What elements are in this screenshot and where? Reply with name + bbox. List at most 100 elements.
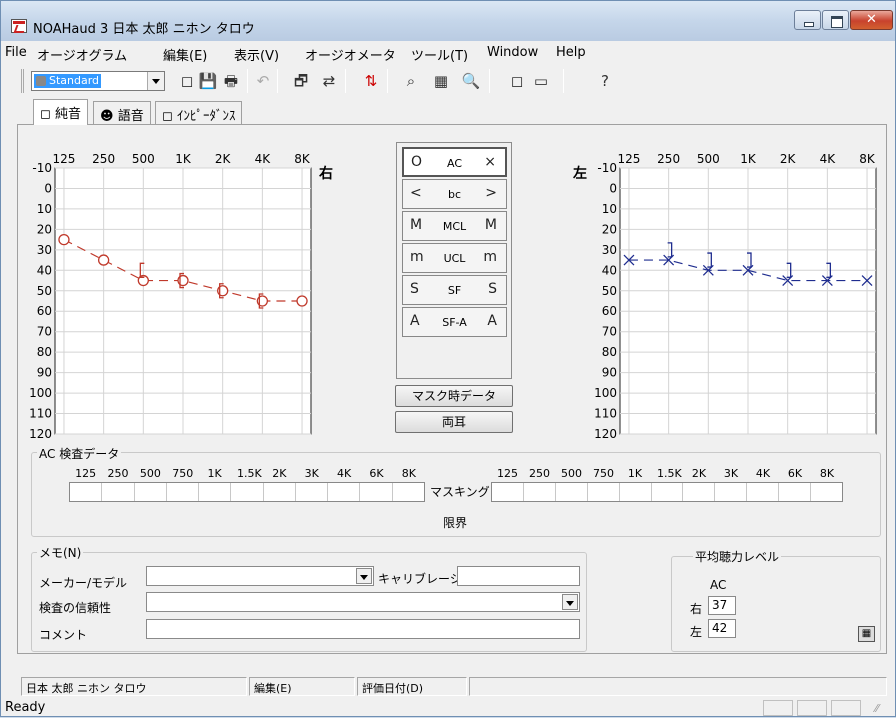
db-tick-label: 0 <box>609 181 617 195</box>
symbol-ucl-button[interactable]: m UCL m <box>402 243 507 273</box>
symbol-glyph: × <box>484 154 496 170</box>
status-empty <box>469 677 887 696</box>
chevron-down-icon[interactable] <box>356 568 372 584</box>
symbol-ac-button[interactable]: O AC × <box>402 147 507 177</box>
freq-tick-label: 4K <box>820 152 837 166</box>
toolbar-separator <box>387 69 388 93</box>
right-audiogram-svg: -10 0 10 20 30 40 50 60 70 80 90 100 110 120 125 250 500… <box>29 152 312 438</box>
toolbar-separator <box>345 69 346 93</box>
symbol-sf-a-button[interactable]: A SF-A A <box>402 307 507 337</box>
db-tick-label: 70 <box>37 325 52 339</box>
right-ac-marker <box>137 274 149 287</box>
maximize-button[interactable] <box>822 10 849 30</box>
db-tick-label: 40 <box>37 263 52 277</box>
menu-edit[interactable]: 編集(E) <box>163 49 208 64</box>
db-tick-label: 0 <box>44 181 52 195</box>
calculator-icon[interactable]: ▦ <box>858 626 875 642</box>
speech-icon: ☻ <box>100 109 114 124</box>
symbol-sf-button[interactable]: S SF S <box>402 275 507 305</box>
ac-left-cells[interactable] <box>491 482 843 502</box>
calibration-field[interactable] <box>457 566 580 586</box>
freq-tick-label: 500 <box>697 152 720 166</box>
chevron-down-icon[interactable] <box>562 594 578 610</box>
db-tick-label: 90 <box>37 366 52 380</box>
ac-freq-label: 8K <box>819 467 835 480</box>
reliability-combo[interactable] <box>146 592 580 612</box>
print-icon[interactable]: 🖶 <box>223 72 239 90</box>
left-ac-marker <box>623 254 635 266</box>
avg-right-value[interactable]: 37 <box>708 596 736 615</box>
dual-view-icon[interactable]: ▭ <box>533 72 549 90</box>
single-view-icon[interactable]: ◻ <box>510 72 524 90</box>
left-ac-marker <box>861 275 873 286</box>
menu-tools[interactable]: ツール(T) <box>411 49 469 64</box>
both-ears-button[interactable]: 両耳 <box>395 411 513 433</box>
new-icon[interactable]: ◻ <box>180 72 194 90</box>
ac-freq-label: 1.5K <box>237 467 262 480</box>
tab-pure-tone[interactable]: ◻ 純音 <box>33 99 88 125</box>
menu-audiogram[interactable]: オージオグラム <box>37 49 128 64</box>
ac-freq-label: 250 <box>529 467 550 480</box>
symbol-glyph: S <box>488 281 497 297</box>
freq-tick-label: 500 <box>132 152 155 166</box>
symbol-bc-button[interactable]: < bc > <box>402 179 507 209</box>
properties-icon[interactable]: 🗗 <box>293 72 309 90</box>
menu-file[interactable]: File <box>5 45 27 60</box>
tab-impedance[interactable]: ◻ ｲﾝﾋﾟｰﾀﾞﾝｽ <box>155 101 243 124</box>
menu-bar: File オージオグラム 編集(E) 表示(V) オージオメータ ツール(T) … <box>1 42 895 64</box>
ac-freq-label: 125 <box>75 467 97 480</box>
status-panel <box>797 700 827 716</box>
ac-freq-label: 1K <box>627 467 643 480</box>
ac-freq-label: 500 <box>139 467 161 480</box>
menu-view[interactable]: 表示(V) <box>234 49 280 64</box>
app-icon <box>11 19 27 33</box>
symbol-glyph: m <box>410 249 424 265</box>
impedance-icon: ◻ <box>162 109 173 124</box>
save-icon[interactable]: 💾 <box>198 72 218 90</box>
menu-help[interactable]: Help <box>556 45 586 60</box>
menu-window[interactable]: Window <box>487 45 539 60</box>
toolbar-separator <box>277 69 278 93</box>
left-bc-marker <box>707 252 712 268</box>
right-bc-marker <box>258 293 264 309</box>
freq-tick-label: 1K <box>740 152 757 166</box>
mask-data-button[interactable]: マスク時データ <box>395 385 513 407</box>
comment-label: コメント <box>39 628 88 642</box>
zoom-icon[interactable]: ⌕ <box>406 72 416 90</box>
tab-speech[interactable]: ☻ 語音 <box>93 101 151 124</box>
left-bc-marker <box>826 262 832 278</box>
comment-field[interactable] <box>146 619 580 639</box>
resize-grip-icon[interactable]: ⁄⁄ <box>875 702 879 715</box>
help-icon[interactable]: ? <box>601 72 609 90</box>
ac-freq-label: 750 <box>172 467 194 480</box>
status-date: 評価日付(D) <box>357 677 467 696</box>
close-button[interactable] <box>850 10 893 30</box>
undo-icon[interactable]: ↶ <box>256 72 270 90</box>
transfer-icon[interactable]: ⇄ <box>322 72 336 90</box>
menu-audiometer[interactable]: オージオメータ <box>305 49 396 64</box>
layout-icon[interactable]: ▦ <box>433 72 449 90</box>
right-bc-marker <box>139 262 145 278</box>
search-icon[interactable]: 🔍 <box>461 72 481 90</box>
maker-model-combo[interactable] <box>146 566 374 586</box>
ac-freq-label: 1K <box>207 467 222 480</box>
freq-tick-label: 250 <box>92 152 115 166</box>
avg-left-value[interactable]: 42 <box>708 619 736 638</box>
avg-right-label: 右 <box>690 602 703 616</box>
ac-freq-label: 4K <box>755 467 771 480</box>
status-bar: Ready <box>1 698 895 718</box>
freq-tick-label: 2K <box>215 152 232 166</box>
profile-select[interactable]: Standard <box>31 71 165 91</box>
chevron-down-icon[interactable] <box>147 72 164 90</box>
swap-icon[interactable]: ⇅ <box>364 72 378 90</box>
freq-tick-label: 125 <box>618 152 641 166</box>
symbol-mcl-button[interactable]: M MCL M <box>402 211 507 241</box>
db-tick-label: 120 <box>29 427 52 438</box>
minimize-button[interactable] <box>794 10 821 30</box>
memo-title: メモ(N) <box>37 544 84 561</box>
toolbar-grip[interactable] <box>21 69 24 93</box>
status-panel <box>763 700 793 716</box>
ac-freq-label: 500 <box>561 467 582 480</box>
ac-right-cells[interactable] <box>69 482 425 502</box>
